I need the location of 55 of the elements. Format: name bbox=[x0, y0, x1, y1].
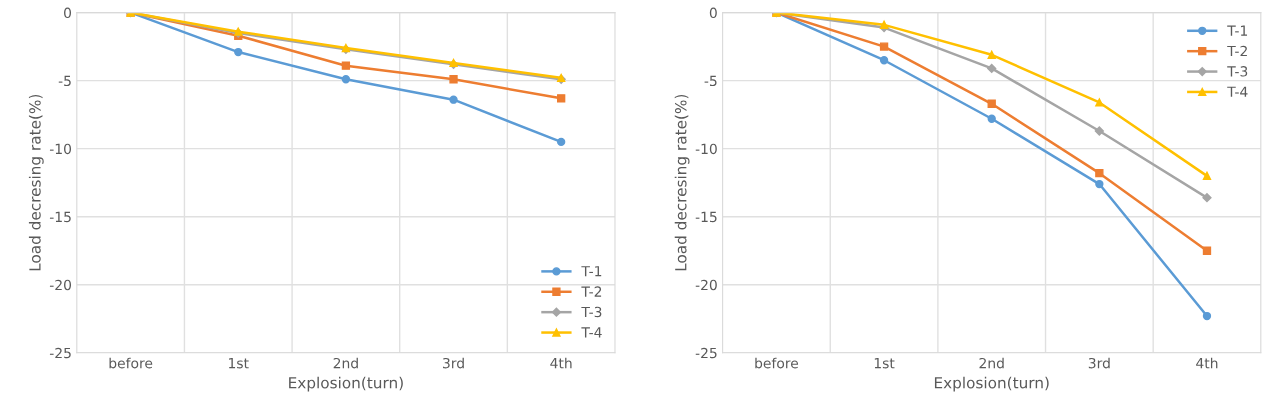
legend-label: T-4 bbox=[1227, 86, 1248, 97]
x-tick-label: 2nd bbox=[979, 357, 1004, 369]
legend-label: T-2 bbox=[581, 286, 602, 297]
x-tick-label: 4th bbox=[1196, 357, 1218, 369]
x-tick-label: 1st bbox=[874, 358, 895, 369]
y-tick-label: -20 bbox=[49, 279, 72, 291]
y-tick-label: -15 bbox=[695, 211, 717, 223]
x-tick-label: 1st bbox=[229, 358, 249, 369]
y-tick-label: -10 bbox=[695, 143, 717, 155]
point bbox=[341, 75, 351, 84]
point bbox=[879, 56, 889, 65]
y-axis-title: Load decresing rate(%) bbox=[674, 94, 690, 271]
point bbox=[1095, 179, 1104, 189]
y-tick-label: -10 bbox=[49, 143, 72, 155]
y-tick-label: -15 bbox=[49, 211, 71, 223]
legend-label: T-2 bbox=[1227, 45, 1247, 57]
point bbox=[556, 94, 566, 103]
legend-label: T-4 bbox=[581, 327, 602, 338]
point bbox=[449, 95, 458, 104]
point bbox=[1095, 169, 1104, 178]
y-tick-label: -20 bbox=[695, 279, 717, 291]
point bbox=[987, 50, 996, 59]
point bbox=[1202, 246, 1212, 255]
x-tick-label: 3rd bbox=[443, 357, 464, 369]
point bbox=[1202, 193, 1212, 203]
point bbox=[1095, 98, 1104, 107]
x-axis-title: Explosion(turn) bbox=[289, 376, 403, 392]
point bbox=[1202, 171, 1212, 181]
point bbox=[1202, 311, 1212, 321]
y-tick-label: 0 bbox=[709, 7, 717, 19]
x-tick-label: 4th bbox=[550, 357, 572, 369]
x-tick-label: before bbox=[755, 357, 799, 369]
y-tick-label: -25 bbox=[695, 347, 717, 359]
point bbox=[987, 63, 997, 74]
point bbox=[987, 99, 996, 108]
x-tick-label: before bbox=[109, 357, 153, 369]
y-tick-label: -5 bbox=[704, 75, 717, 87]
point bbox=[1094, 126, 1104, 136]
point bbox=[556, 137, 566, 147]
y-axis-title: Load decresing rate(%) bbox=[28, 94, 44, 271]
legend-label: T-1 bbox=[1227, 25, 1248, 36]
legend-label: T-1 bbox=[581, 266, 602, 277]
point bbox=[449, 75, 458, 84]
x-tick-label: 3rd bbox=[1088, 357, 1110, 369]
point bbox=[234, 47, 243, 57]
y-tick-label: -25 bbox=[49, 347, 71, 359]
point bbox=[341, 61, 351, 70]
legend-label: T-3 bbox=[1227, 66, 1248, 77]
x-tick-label: 2nd bbox=[333, 357, 358, 369]
y-tick-label: -5 bbox=[58, 75, 71, 87]
point bbox=[879, 42, 889, 51]
point bbox=[987, 114, 996, 123]
x-axis-title: Explosion(turn) bbox=[934, 376, 1049, 392]
legend-label: T-3 bbox=[581, 306, 602, 318]
y-tick-label: 0 bbox=[64, 7, 72, 19]
